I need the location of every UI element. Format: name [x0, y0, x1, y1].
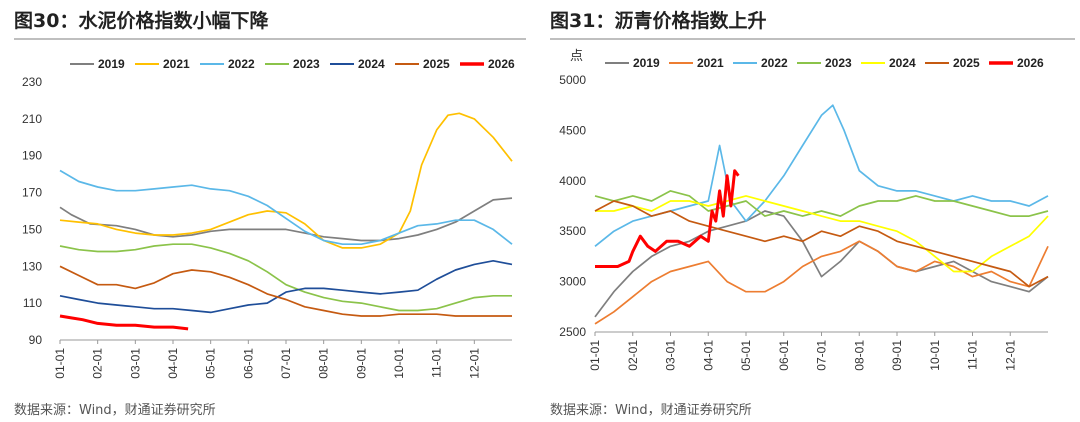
x-tick-label: 07-01	[279, 348, 293, 379]
y-tick-label: 150	[22, 222, 42, 236]
legend-label: 2026	[488, 57, 515, 71]
x-tick-label: 12-01	[1003, 340, 1017, 371]
x-tick-label: 02-01	[91, 348, 105, 379]
chart-title: 图31：沥青价格指数上升	[550, 10, 767, 32]
x-tick-label: 06-01	[777, 340, 791, 371]
series-line-2022	[594, 104, 1049, 247]
x-tick-label: 02-01	[626, 340, 640, 371]
x-tick-label: 01-01	[53, 348, 67, 379]
legend-label: 2019	[98, 57, 125, 71]
x-tick-label: 03-01	[128, 348, 142, 379]
x-tick-label: 07-01	[815, 340, 829, 371]
x-tick-label: 12-01	[467, 348, 481, 379]
y-tick-label: 5000	[559, 73, 586, 87]
x-tick-label: 11-01	[430, 348, 444, 378]
x-tick-label: 09-01	[354, 348, 368, 379]
series-line-2023	[59, 243, 512, 312]
x-tick-label: 09-01	[890, 340, 904, 371]
unit-label: 点	[570, 48, 583, 63]
x-tick-label: 05-01	[204, 348, 218, 379]
legend-label: 2025	[423, 57, 450, 71]
series-line-2022	[59, 169, 513, 246]
x-tick-label: 05-01	[739, 340, 753, 371]
cement-panel: 图30：水泥价格指数小幅下降 90 110 130 150 170 190 210 230 01…	[0, 0, 530, 422]
series-line-2025	[59, 265, 512, 317]
title-divider	[550, 38, 1075, 40]
legend-label: 2023	[825, 56, 852, 70]
legend-label: 2024	[889, 56, 916, 70]
series-line-2021	[594, 240, 1049, 325]
x-tick-label: 10-01	[392, 348, 406, 379]
y-tick-label: 3500	[559, 224, 586, 238]
series-line-2021	[59, 112, 513, 249]
series-line-2026	[595, 169, 740, 268]
x-tick-label: 08-01	[852, 340, 866, 371]
source-note: 数据来源：Wind，财通证券研究所	[550, 403, 752, 418]
legend-label: 2021	[163, 57, 190, 71]
series-line-2019	[59, 197, 513, 242]
source-note: 数据来源：Wind，财通证券研究所	[14, 403, 216, 418]
cement-price-chart: 90 110 130 150 170 190 210 230 01-01 02-01 03-01 04…	[22, 57, 515, 379]
legend-label: 2019	[633, 56, 660, 70]
y-tick-label: 170	[22, 186, 42, 200]
x-tick-label: 04-01	[701, 340, 715, 371]
x-tick-label: 01-01	[588, 340, 602, 371]
x-tick-label: 04-01	[166, 348, 180, 379]
legend-label: 2022	[761, 56, 788, 70]
asphalt-panel: 图31：沥青价格指数上升 点 2500 3000 3500 4000 4500 5000 01…	[540, 0, 1080, 422]
legend-label: 2024	[358, 57, 385, 71]
series-line-2024	[595, 195, 1049, 273]
x-tick-label: 03-01	[664, 340, 678, 371]
series-line-2024	[59, 259, 513, 314]
x-tick-label: 08-01	[317, 348, 331, 379]
legend-label: 2023	[293, 57, 320, 71]
series-line-2026	[59, 314, 189, 331]
legend-label: 2025	[953, 56, 980, 70]
series-line-2025	[594, 200, 1049, 288]
asphalt-price-chart: 点 2500 3000 3500 4000 4500 5000 01-01 02-01 03-01…	[559, 48, 1049, 371]
y-tick-label: 110	[23, 296, 42, 310]
series-line-2023	[594, 190, 1049, 217]
x-tick-label: 11-01	[966, 340, 980, 370]
x-tick-label: 06-01	[241, 348, 255, 379]
y-tick-label: 90	[29, 333, 43, 347]
chart-title: 图30：水泥价格指数小幅下降	[14, 10, 269, 32]
legend-label: 2022	[228, 57, 255, 71]
y-tick-label: 130	[22, 259, 42, 273]
legend-label: 2021	[697, 56, 724, 70]
legend-label: 2026	[1017, 56, 1044, 70]
y-tick-label: 3000	[559, 275, 586, 289]
y-tick-label: 2500	[559, 325, 586, 339]
x-tick-label: 10-01	[928, 340, 942, 371]
y-tick-label: 4000	[559, 174, 586, 188]
y-tick-label: 210	[22, 112, 42, 126]
y-tick-label: 4500	[559, 123, 586, 137]
y-tick-label: 190	[22, 149, 42, 163]
title-divider	[14, 38, 526, 40]
y-tick-label: 230	[22, 75, 42, 89]
